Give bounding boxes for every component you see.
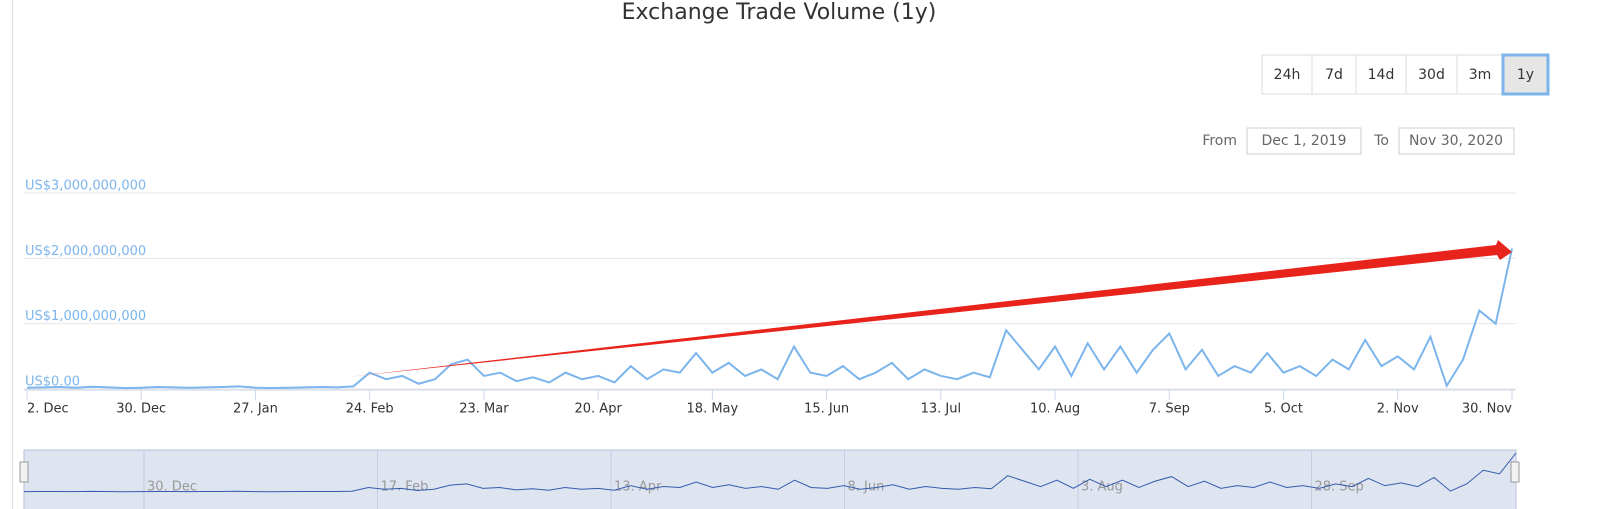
range-button-label[interactable]: 30d xyxy=(1418,67,1445,83)
navigator-label: 8. Jun xyxy=(848,480,885,495)
navigator-label: 17. Feb xyxy=(381,480,429,495)
x-tick-label: 30. Nov xyxy=(1462,402,1512,417)
from-date: Dec 1, 2019 xyxy=(1262,133,1347,149)
x-tick-label: 27. Jan xyxy=(233,402,278,417)
x-tick-label: 7. Sep xyxy=(1149,402,1190,417)
x-tick-label: 13. Jul xyxy=(921,402,962,417)
x-tick-label: 20. Apr xyxy=(575,402,623,417)
range-button-label[interactable]: 1y xyxy=(1517,67,1534,83)
x-tick-label: 24. Feb xyxy=(346,402,394,417)
to-input[interactable] xyxy=(1398,127,1515,155)
y-tick-label: US$1,000,000,000 xyxy=(25,309,146,324)
x-tick-label: 23. Mar xyxy=(459,402,509,417)
y-tick-label: US$3,000,000,000 xyxy=(25,179,146,194)
range-button[interactable] xyxy=(1501,53,1550,96)
navigator-handle[interactable] xyxy=(1510,461,1520,483)
series-line xyxy=(26,248,1513,390)
chart-title: Exchange Trade Volume (1y) xyxy=(622,0,937,25)
x-tick-label: 30. Dec xyxy=(116,402,166,417)
range-button[interactable] xyxy=(1405,54,1458,95)
from-label: From xyxy=(1202,133,1237,149)
range-button-label[interactable]: 24h xyxy=(1274,67,1301,83)
to-date: Nov 30, 2020 xyxy=(1409,133,1503,149)
range-button[interactable] xyxy=(1261,54,1313,95)
y-tick-label: US$2,000,000,000 xyxy=(25,244,146,259)
range-button-label[interactable]: 14d xyxy=(1368,67,1395,83)
from-input[interactable] xyxy=(1246,127,1362,155)
navigator-label: 28. Sep xyxy=(1315,480,1364,495)
y-tick-label: US$0.00 xyxy=(25,375,80,390)
navigator-line xyxy=(23,452,1517,493)
x-tick-label: 5. Oct xyxy=(1264,402,1303,417)
x-tick-label: 2. Dec xyxy=(27,402,69,417)
navigator-label: 30. Dec xyxy=(147,480,197,495)
x-tick-label: 10. Aug xyxy=(1030,402,1080,417)
navigator-label: 3. Aug xyxy=(1081,480,1123,495)
navigator[interactable] xyxy=(23,449,1517,509)
x-tick-label: 15. Jun xyxy=(804,402,849,417)
x-tick-label: 18. May xyxy=(687,402,739,417)
x-tick-label: 2. Nov xyxy=(1377,402,1419,417)
to-label: To xyxy=(1373,133,1389,149)
navigator-handle[interactable] xyxy=(19,461,29,483)
range-button-label[interactable]: 3m xyxy=(1469,67,1492,83)
range-button-label[interactable]: 7d xyxy=(1325,67,1343,83)
trend-arrow xyxy=(347,240,1512,377)
